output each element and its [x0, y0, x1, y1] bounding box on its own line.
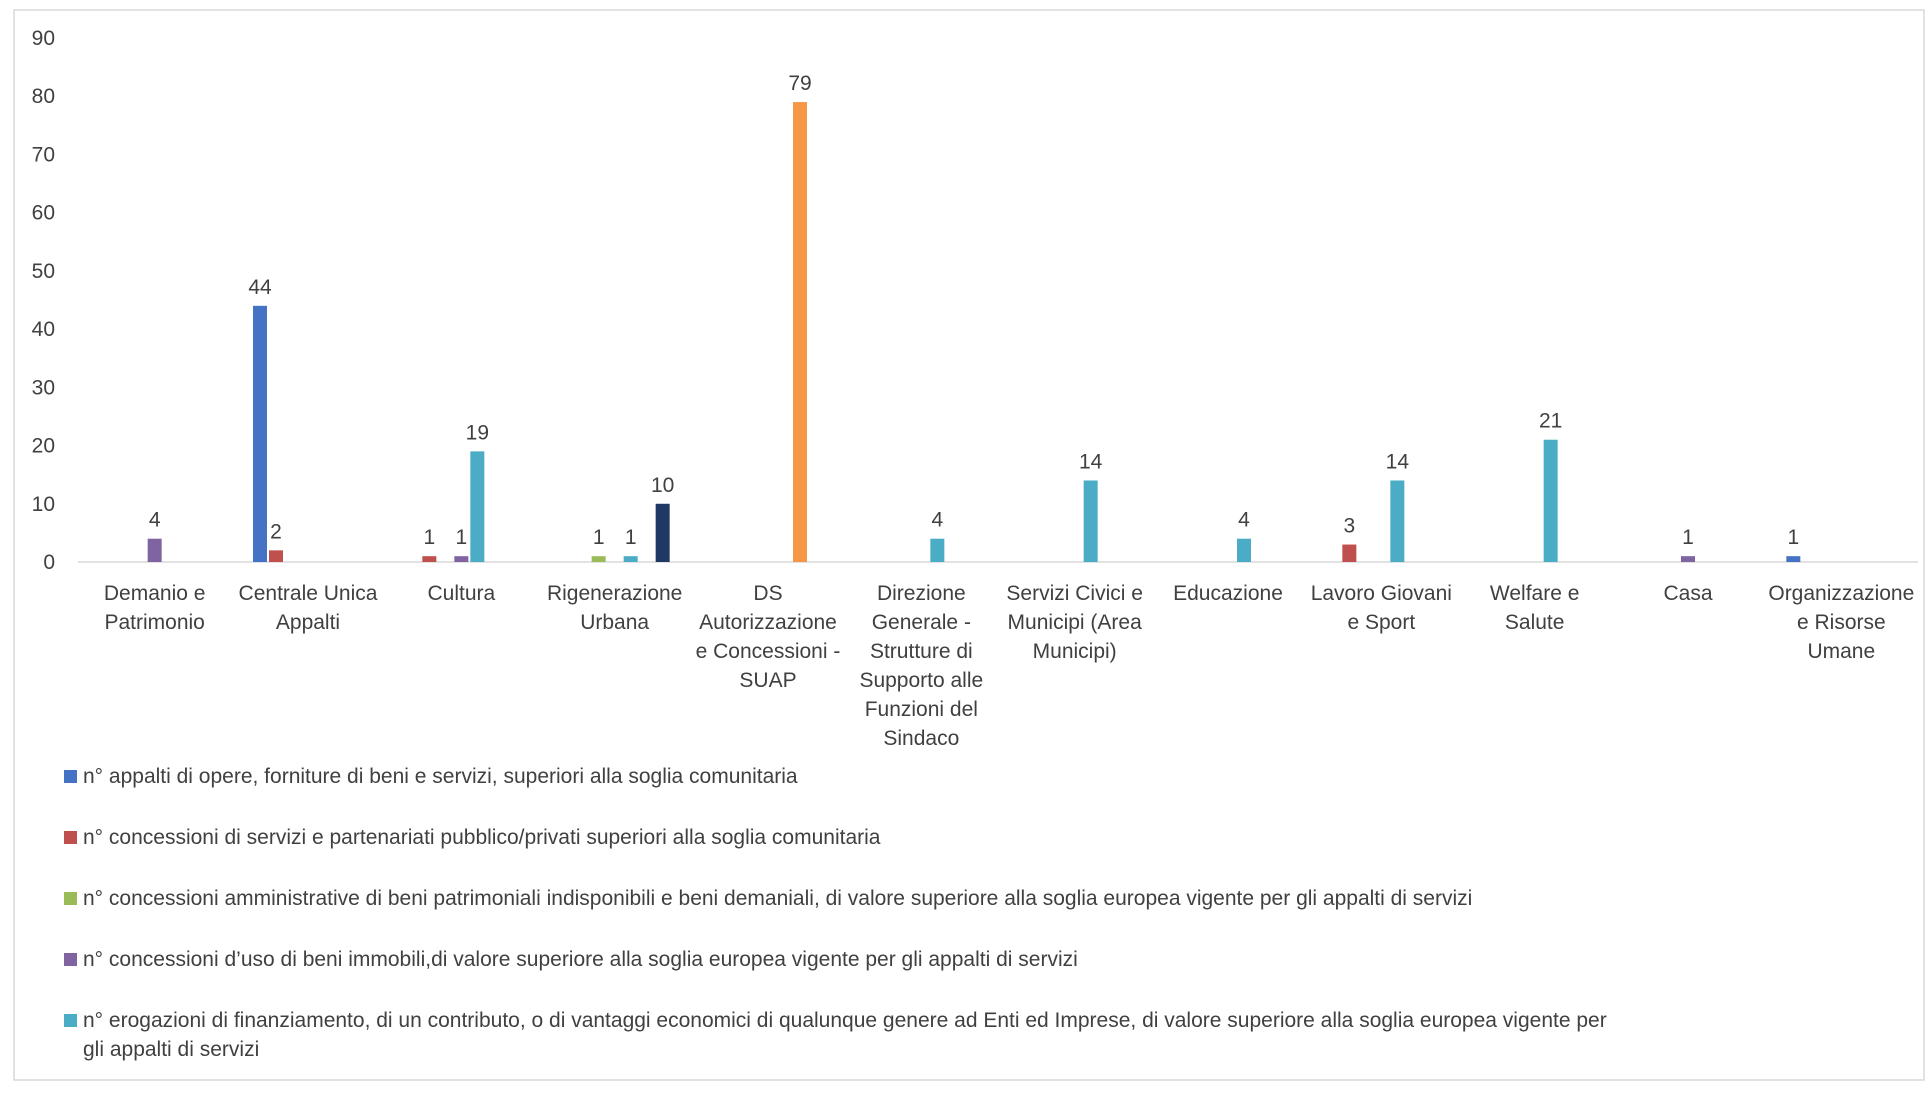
bar [623, 556, 638, 562]
category-label: Servizi Civici e Municipi (Area Municipi) [1006, 582, 1143, 663]
legend-item: n° concessioni amministrative di beni pa… [64, 884, 1624, 913]
legend-swatch [64, 831, 77, 844]
data-label: 10 [651, 474, 674, 497]
data-label: 1 [1682, 526, 1694, 549]
data-label: 4 [1238, 509, 1250, 532]
category-label: Centrale Unica Appalti [239, 582, 378, 634]
bar [655, 503, 670, 562]
data-label: 2 [270, 520, 282, 543]
legend-label: n° concessioni amministrative di beni pa… [83, 887, 1473, 910]
bar [1390, 480, 1405, 562]
y-tick-label: 40 [32, 318, 55, 341]
legend-swatch [64, 953, 77, 966]
category-label: Cultura [427, 582, 495, 605]
legend-item: n° erogazioni di finanziamento, di un co… [64, 1006, 1624, 1064]
bar [1681, 556, 1695, 562]
bar [1342, 544, 1357, 562]
y-tick-label: 20 [32, 435, 55, 458]
data-label: 1 [625, 526, 637, 549]
bar [269, 550, 283, 562]
legend-swatch [64, 1014, 77, 1027]
category-label: Lavoro Giovani e Sport [1311, 582, 1452, 634]
category-label: Casa [1663, 582, 1712, 605]
y-tick-label: 0 [43, 551, 55, 574]
data-label: 4 [149, 509, 161, 532]
legend-label: n° appalti di opere, forniture di beni e… [83, 765, 798, 788]
legend-item: n° appalti di opere, forniture di beni e… [64, 762, 1624, 791]
category-label: DS Autorizzazione e Concessioni -SUAP [696, 582, 841, 692]
y-tick-label: 80 [32, 85, 55, 108]
y-tick-label: 60 [32, 202, 55, 225]
y-tick-label: 30 [32, 376, 55, 399]
bar [793, 102, 807, 563]
bar [454, 556, 469, 562]
data-label: 3 [1343, 515, 1355, 538]
legend: n° appalti di opere, forniture di beni e… [64, 762, 1624, 1096]
y-tick-label: 70 [32, 143, 55, 166]
bar [470, 451, 485, 562]
bar [591, 556, 606, 562]
bar [1083, 480, 1098, 562]
data-label: 1 [423, 526, 435, 549]
bar [422, 556, 437, 562]
y-tick-label: 50 [32, 260, 55, 283]
data-label: 1 [455, 526, 467, 549]
category-label: Organizzazione e Risorse Umane [1768, 582, 1914, 663]
data-label: 14 [1386, 450, 1410, 473]
bar [1543, 439, 1558, 562]
category-label: Welfare e Salute [1490, 582, 1580, 634]
data-label: 21 [1539, 410, 1562, 433]
legend-label: n° concessioni di servizi e partenariati… [83, 826, 881, 849]
legend-item: n° concessioni d’uso di beni immobili,di… [64, 945, 1624, 974]
data-label: 19 [466, 421, 489, 444]
data-label: 14 [1079, 450, 1103, 473]
data-label: 1 [1787, 526, 1799, 549]
bar [147, 538, 162, 562]
category-label: Educazione [1173, 582, 1283, 605]
data-label: 44 [248, 276, 272, 299]
legend-swatch [64, 770, 77, 783]
y-tick-label: 10 [32, 493, 55, 516]
category-label: Rigenerazione Urbana [547, 582, 682, 634]
chart-border [13, 9, 1925, 1081]
category-label: Demanio e Patrimonio [104, 582, 206, 634]
bar [253, 305, 267, 562]
bar [930, 538, 945, 562]
legend-item: n° concessioni di servizi e partenariati… [64, 823, 1624, 852]
legend-label: n° erogazioni di finanziamento, di un co… [83, 1009, 1607, 1061]
data-label: 79 [788, 72, 811, 95]
category-label: Direzione Generale -Strutture di Supporto … [859, 582, 983, 750]
y-tick-label: 90 [32, 27, 55, 50]
bar [1786, 556, 1801, 562]
legend-label: n° concessioni d’uso di beni immobili,di… [83, 948, 1078, 971]
data-label: 1 [593, 526, 605, 549]
data-label: 4 [931, 509, 943, 532]
bar [1237, 538, 1251, 562]
legend-swatch [64, 892, 77, 905]
